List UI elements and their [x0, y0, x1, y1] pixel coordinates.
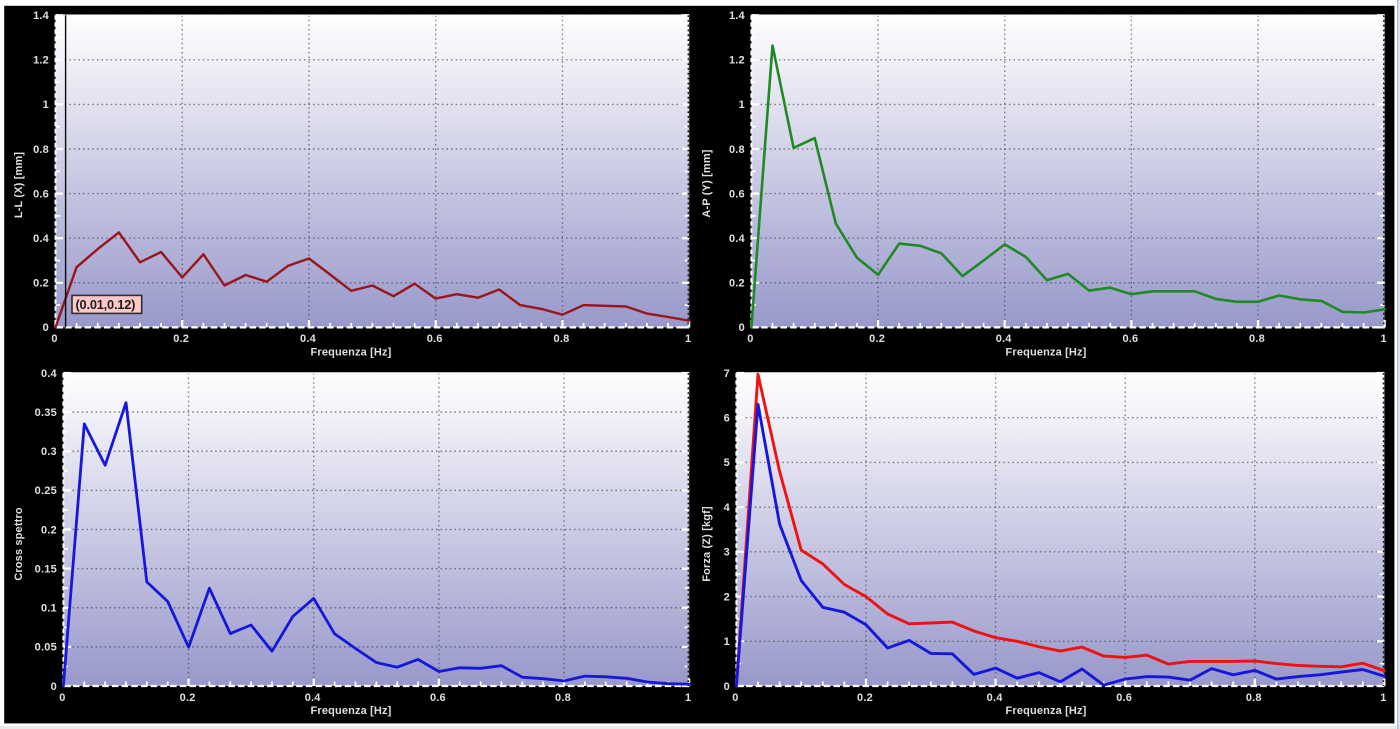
svg-text:0.4: 0.4 [33, 233, 50, 245]
svg-text:1: 1 [1380, 692, 1386, 704]
svg-text:1.4: 1.4 [33, 10, 50, 22]
svg-text:0.35: 0.35 [35, 407, 57, 419]
svg-text:0.6: 0.6 [1116, 692, 1132, 704]
svg-text:0.4: 0.4 [305, 692, 322, 704]
svg-text:0.6: 0.6 [33, 188, 49, 200]
svg-text:0.15: 0.15 [35, 563, 57, 575]
svg-text:0: 0 [51, 681, 57, 693]
svg-text:0.2: 0.2 [869, 333, 885, 345]
svg-text:0.2: 0.2 [180, 692, 196, 704]
svg-text:0.4: 0.4 [41, 368, 58, 380]
svg-text:0.25: 0.25 [35, 485, 57, 497]
svg-text:1: 1 [685, 692, 691, 704]
svg-text:0: 0 [732, 692, 738, 704]
svg-text:1.4: 1.4 [729, 10, 746, 22]
svg-text:Frequenza [Hz]: Frequenza [Hz] [311, 346, 392, 358]
svg-text:6: 6 [724, 413, 730, 425]
svg-text:3: 3 [724, 547, 730, 559]
svg-text:0.8: 0.8 [33, 144, 49, 156]
svg-text:0.2: 0.2 [173, 333, 189, 345]
svg-text:0.2: 0.2 [857, 692, 873, 704]
svg-text:(0.01,0.12): (0.01,0.12) [76, 297, 136, 312]
svg-text:0.3: 0.3 [41, 446, 57, 458]
svg-text:0.6: 0.6 [430, 692, 446, 704]
svg-text:5: 5 [724, 457, 730, 469]
svg-text:Frequenza [Hz]: Frequenza [Hz] [311, 705, 392, 717]
svg-text:0.6: 0.6 [1122, 333, 1138, 345]
svg-text:4: 4 [724, 502, 731, 514]
svg-text:0: 0 [51, 333, 57, 345]
svg-text:Cross spettro: Cross spettro [13, 507, 25, 581]
svg-text:0.4: 0.4 [996, 333, 1013, 345]
svg-text:0.4: 0.4 [300, 333, 317, 345]
svg-text:0.2: 0.2 [41, 524, 57, 536]
svg-text:0.8: 0.8 [555, 692, 571, 704]
svg-text:Frequenza [Hz]: Frequenza [Hz] [1006, 346, 1087, 358]
svg-text:Frequenza [Hz]: Frequenza [Hz] [1006, 705, 1087, 717]
svg-text:0.8: 0.8 [554, 333, 570, 345]
svg-text:Forza (Z) [kgf]: Forza (Z) [kgf] [701, 506, 713, 582]
svg-text:1: 1 [43, 99, 49, 111]
svg-text:0: 0 [59, 692, 65, 704]
svg-text:L-L (X) [mm]: L-L (X) [mm] [13, 152, 25, 219]
svg-text:0.05: 0.05 [35, 642, 57, 654]
svg-text:1.2: 1.2 [33, 55, 49, 67]
svg-text:0.8: 0.8 [1249, 333, 1265, 345]
svg-text:0.1: 0.1 [41, 603, 57, 615]
svg-text:0.2: 0.2 [33, 278, 49, 290]
svg-text:1: 1 [724, 636, 730, 648]
svg-text:7: 7 [724, 368, 730, 380]
svg-text:0.8: 0.8 [1246, 692, 1262, 704]
svg-text:0.8: 0.8 [729, 144, 745, 156]
svg-text:1: 1 [685, 333, 691, 345]
svg-text:0.6: 0.6 [427, 333, 443, 345]
svg-text:0: 0 [43, 322, 49, 334]
svg-text:0: 0 [724, 681, 730, 693]
svg-text:1: 1 [1381, 333, 1387, 345]
svg-text:2: 2 [724, 591, 730, 603]
svg-text:0.4: 0.4 [729, 233, 746, 245]
svg-text:A-P (Y) [mm]: A-P (Y) [mm] [701, 149, 713, 217]
svg-text:1.2: 1.2 [729, 55, 745, 67]
svg-text:1: 1 [739, 99, 745, 111]
svg-text:0.2: 0.2 [729, 278, 745, 290]
svg-text:0: 0 [739, 322, 745, 334]
svg-text:0: 0 [747, 333, 753, 345]
svg-text:0.6: 0.6 [729, 188, 745, 200]
svg-text:0.4: 0.4 [987, 692, 1004, 704]
